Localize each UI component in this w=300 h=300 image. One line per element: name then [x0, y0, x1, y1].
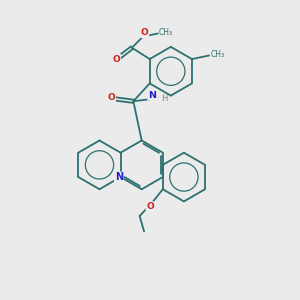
Text: N: N [148, 91, 156, 100]
Text: O: O [141, 28, 148, 38]
Text: O: O [112, 55, 120, 64]
Text: O: O [146, 202, 154, 211]
Text: N: N [115, 172, 123, 182]
Text: O: O [107, 94, 115, 103]
Text: CH₃: CH₃ [159, 28, 173, 37]
Text: CH₃: CH₃ [210, 50, 224, 59]
Text: H: H [161, 94, 167, 103]
